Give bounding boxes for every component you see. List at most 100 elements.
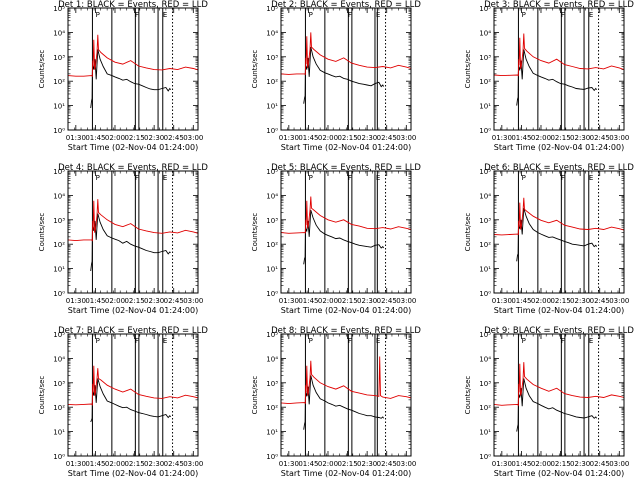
y-tick-label: 10³ xyxy=(479,380,491,388)
marker-letter-p: P xyxy=(309,174,313,182)
x-tick-label: 02:00 xyxy=(318,460,338,468)
x-tick-label: 02:45 xyxy=(590,134,610,142)
x-tick-label: 02:30 xyxy=(144,297,164,305)
y-tick-label: 10⁴ xyxy=(53,29,65,37)
y-tick-label: 10⁴ xyxy=(266,192,278,200)
marker-letter-f: F xyxy=(348,11,352,19)
y-tick-label: 10² xyxy=(266,241,278,249)
plot-frame xyxy=(67,170,199,294)
x-tick-label: 02:30 xyxy=(357,134,377,142)
y-axis-label: Counts/sec xyxy=(38,376,46,415)
x-tick-label: 01:30 xyxy=(279,297,299,305)
y-tick-label: 10³ xyxy=(266,54,278,62)
x-tick-label: 03:00 xyxy=(183,134,203,142)
y-tick-label: 10⁵ xyxy=(266,168,278,176)
x-tick-label: 01:45 xyxy=(85,460,105,468)
x-tick-label: 02:15 xyxy=(550,297,570,305)
y-tick-label: 10⁵ xyxy=(266,331,278,339)
plot-frame xyxy=(67,333,199,457)
x-tick-label: 02:45 xyxy=(377,134,397,142)
events-series-line xyxy=(90,213,171,272)
y-tick-label: 10³ xyxy=(53,380,65,388)
x-tick-label: 03:00 xyxy=(609,297,629,305)
x-tick-label: 01:30 xyxy=(279,134,299,142)
events-series-line xyxy=(516,49,597,106)
marker-letter-p: P xyxy=(522,174,526,182)
x-axis-label: Start Time (02-Nov-04 01:24:00) xyxy=(281,143,411,152)
y-tick-label: 10² xyxy=(266,78,278,86)
marker-letter-e: E xyxy=(163,11,167,19)
plot-title: Det 6: BLACK = Events, RED = LLD xyxy=(484,163,634,173)
lld-series-line xyxy=(281,196,411,234)
y-tick-label: 10¹ xyxy=(53,103,65,111)
marker-letter-p: P xyxy=(96,174,100,182)
y-axis-label: Counts/sec xyxy=(38,213,46,252)
plot-frame xyxy=(493,7,625,131)
x-tick-label: 02:15 xyxy=(550,460,570,468)
marker-letter-e: E xyxy=(376,174,380,182)
x-tick-label: 03:00 xyxy=(609,460,629,468)
x-tick-label: 01:30 xyxy=(492,297,512,305)
y-tick-label: 10² xyxy=(479,241,491,249)
y-tick-label: 10¹ xyxy=(266,103,278,111)
lld-series-line xyxy=(494,362,624,407)
marker-letter-e: E xyxy=(376,337,380,345)
plot-title: Det 2: BLACK = Events, RED = LLD xyxy=(271,0,421,10)
x-tick-label: 03:00 xyxy=(396,297,416,305)
y-tick-label: 10³ xyxy=(479,54,491,62)
plot-title: Det 9: BLACK = Events, RED = LLD xyxy=(484,326,634,336)
y-tick-label: 10³ xyxy=(53,54,65,62)
plot-frame xyxy=(280,170,412,294)
x-tick-label: 01:45 xyxy=(298,134,318,142)
plot-panel-5: Det 5: BLACK = Events, RED = LLD 10⁰ 10¹ 10… xyxy=(251,163,421,315)
y-tick-label: 10⁵ xyxy=(53,168,65,176)
plot-panel-9: Det 9: BLACK = Events, RED = LLD 10⁰ 10¹ 10… xyxy=(464,326,634,478)
y-tick-label: 10² xyxy=(266,404,278,412)
lld-series-line xyxy=(68,365,198,406)
y-tick-label: 10⁴ xyxy=(266,29,278,37)
x-tick-label: 01:30 xyxy=(66,460,86,468)
marker-letter-p: P xyxy=(522,11,526,19)
y-tick-label: 10⁵ xyxy=(479,5,491,13)
x-tick-label: 02:00 xyxy=(105,460,125,468)
plot-title: Det 4: BLACK = Events, RED = LLD xyxy=(58,163,208,173)
y-tick-label: 10⁰ xyxy=(479,127,491,135)
x-tick-label: 02:15 xyxy=(337,460,357,468)
plot-title: Det 8: BLACK = Events, RED = LLD xyxy=(271,326,421,336)
x-tick-label: 03:00 xyxy=(396,460,416,468)
plot-title: Det 3: BLACK = Events, RED = LLD xyxy=(484,0,634,10)
x-tick-label: 02:00 xyxy=(318,134,338,142)
x-tick-label: 02:00 xyxy=(105,134,125,142)
y-axis-label: Counts/sec xyxy=(464,376,472,415)
x-tick-label: 02:45 xyxy=(164,134,184,142)
y-tick-label: 10⁴ xyxy=(53,355,65,363)
events-series-line xyxy=(516,378,597,432)
marker-letter-f: F xyxy=(135,11,139,19)
marker-letter-f: F xyxy=(561,337,565,345)
plot-frame xyxy=(280,7,412,131)
y-axis-label: Counts/sec xyxy=(464,50,472,89)
marker-letter-p: P xyxy=(522,337,526,345)
plot-panel-2: Det 2: BLACK = Events, RED = LLD 10⁰ 10¹ 10… xyxy=(251,0,421,152)
y-tick-label: 10² xyxy=(53,404,65,412)
x-tick-label: 01:30 xyxy=(66,297,86,305)
marker-letter-e: E xyxy=(589,174,593,182)
y-tick-label: 10⁵ xyxy=(266,5,278,13)
y-axis-label: Counts/sec xyxy=(251,50,259,89)
events-series-line xyxy=(303,375,384,430)
lld-series-line xyxy=(68,199,198,242)
plot-frame xyxy=(493,170,625,294)
x-tick-label: 02:30 xyxy=(144,134,164,142)
x-tick-label: 02:15 xyxy=(550,134,570,142)
y-tick-label: 10³ xyxy=(53,217,65,225)
plot-title: Det 5: BLACK = Events, RED = LLD xyxy=(271,163,421,173)
plot-panel-6: Det 6: BLACK = Events, RED = LLD 10⁰ 10¹ 10… xyxy=(464,163,634,315)
x-axis-label: Start Time (02-Nov-04 01:24:00) xyxy=(281,306,411,315)
y-tick-label: 10⁴ xyxy=(479,355,491,363)
plot-frame xyxy=(493,333,625,457)
marker-letter-f: F xyxy=(348,174,352,182)
x-axis-label: Start Time (02-Nov-04 01:24:00) xyxy=(68,469,198,478)
lld-series-line xyxy=(281,32,411,76)
plot-panel-4: Det 4: BLACK = Events, RED = LLD 10⁰ 10¹ 10… xyxy=(38,163,208,315)
y-tick-label: 10² xyxy=(479,404,491,412)
